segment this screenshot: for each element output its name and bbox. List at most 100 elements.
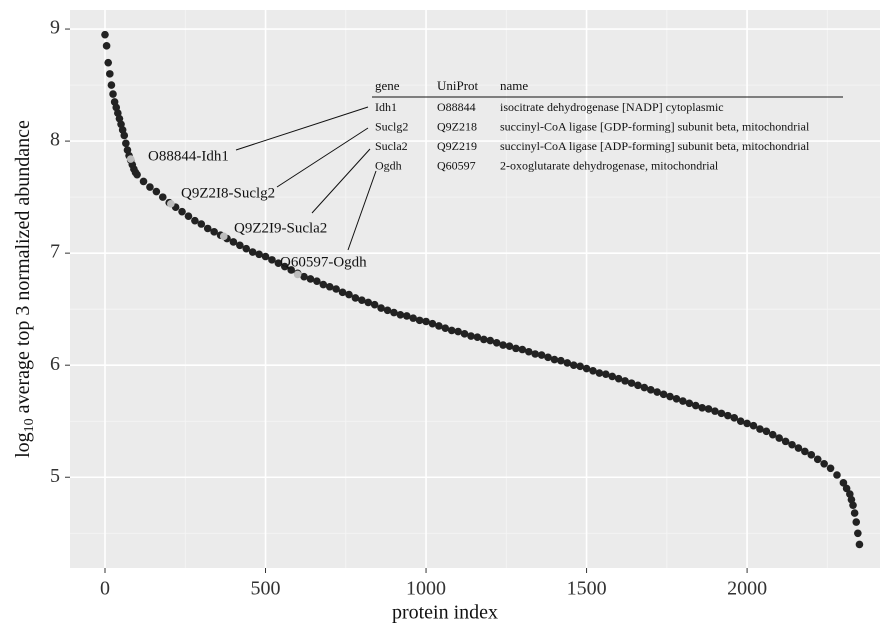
point [377,304,385,312]
point [781,437,790,446]
y-axis-label: log10 average top 3 normalized abundance [12,120,38,458]
point [409,314,417,322]
leader-line [276,127,369,188]
point [133,170,141,179]
point [454,327,462,336]
x-axis-label: protein index [392,602,498,624]
highlight-point [219,232,228,241]
point [775,434,783,442]
point [422,317,430,326]
point [261,252,270,261]
point [480,335,488,344]
point [794,444,803,452]
point [300,272,308,281]
point [512,344,520,353]
x-tick-label: 0 [100,578,110,600]
point [242,244,251,253]
point [788,440,796,449]
annotation-label: O88844-Idh1 [148,148,229,164]
point [820,459,828,468]
point [691,401,700,410]
leader-line [235,106,369,151]
table-cell: O88844 [437,100,476,114]
point [178,207,186,216]
point [197,220,206,228]
point [122,139,130,148]
point [106,70,114,78]
leader-line [311,148,371,214]
point [158,193,167,201]
point [849,501,857,510]
point [396,310,405,319]
point [415,316,424,325]
point [724,411,732,420]
point [518,345,527,354]
point [332,285,340,293]
point [524,347,533,356]
point [473,333,482,341]
table-cell: Suclg2 [375,119,408,133]
point [428,319,437,328]
x-tick-label: 2000 [727,578,767,600]
point [313,277,321,285]
point [120,131,129,140]
point [104,58,113,67]
point [640,383,649,392]
point [435,322,443,330]
point [801,447,809,456]
point [152,187,161,196]
table-cell: succinyl-CoA ligase [ADP-forming] subuni… [500,139,810,153]
point [768,430,777,439]
point [749,421,758,430]
point [447,326,456,335]
x-tick-label: 500 [251,578,281,600]
point [621,377,629,385]
point [730,414,739,422]
point [306,275,315,283]
point [698,403,706,412]
table-cell: Idh1 [375,100,397,114]
point [109,90,117,98]
y-label-part: average top 3 normalized abundance [12,120,34,418]
point [679,397,687,405]
y-tick-label: 7 [50,241,60,263]
point [576,362,584,371]
table-cell: Ogdh [375,158,402,172]
point [826,464,835,473]
point [627,379,636,387]
table-cell: Sucla2 [375,139,408,153]
leader-line [347,170,377,251]
y-tick-label: 9 [50,17,60,39]
point [537,351,546,359]
table-cell: Q60597 [437,158,476,172]
highlight-point [167,200,175,208]
point [807,451,816,459]
point [743,419,751,428]
point [608,372,617,381]
point [102,42,111,50]
y-tick-label: 5 [50,465,60,487]
y-tick-label: 8 [50,129,60,151]
y-tick-label: 6 [50,353,60,375]
point [146,183,154,191]
point [345,290,353,299]
point [460,330,469,338]
annotation-label: Q9Z2I8-Suclg2 [181,185,275,201]
point [855,540,864,549]
point [634,381,642,390]
point [646,386,655,394]
table-header: name [500,78,528,93]
annotations: O88844-Idh1 Q9Z2I8-Suclg2 Q9Z2I9-Sucla2 Q60… [148,78,810,270]
plot-panel [70,10,880,568]
point [402,312,411,320]
point [325,282,334,291]
point [107,81,116,89]
highlight-point [126,155,135,163]
y-label-part: log [12,432,34,458]
point [653,388,661,396]
point [101,30,109,39]
point [839,479,848,487]
point [280,262,289,271]
point [287,266,296,274]
